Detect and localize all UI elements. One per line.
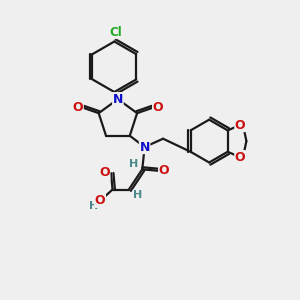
Text: O: O [235,151,245,164]
Text: O: O [235,118,245,131]
Text: H: H [129,159,139,169]
Text: O: O [73,101,83,114]
Text: Cl: Cl [110,26,122,38]
Text: H: H [133,190,142,200]
Text: O: O [153,101,163,114]
Text: N: N [113,93,123,106]
Text: O: O [99,166,110,179]
Text: H: H [89,201,98,211]
Text: O: O [159,164,169,177]
Text: N: N [140,140,150,154]
Text: O: O [95,194,105,207]
